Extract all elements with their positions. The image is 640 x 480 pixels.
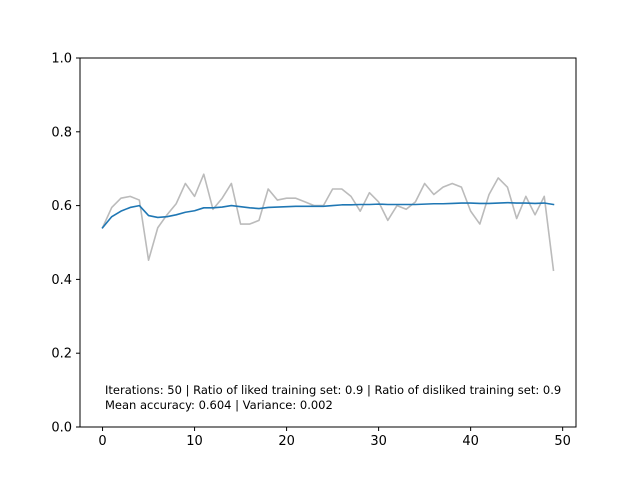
x-tick-label: 50 [554,434,571,449]
x-tick-label: 0 [98,434,106,449]
series-line-1 [101,201,555,229]
x-axis: 0 10 20 30 40 50 [98,427,571,449]
x-tick-label: 40 [462,434,479,449]
y-tick-label: 0.0 [51,421,72,436]
x-tick-label: 30 [370,434,387,449]
annotation-line-2: Mean accuracy: 0.604 | Variance: 0.002 [105,398,333,412]
x-tick-label: 20 [278,434,295,449]
y-tick-label: 1.0 [51,52,72,67]
y-tick-label: 0.4 [51,273,72,288]
y-axis: 0.0 0.2 0.4 0.6 0.8 1.0 [51,52,80,436]
plot-frame [79,57,577,428]
y-tick-label: 0.2 [51,347,72,362]
series-line-0 [101,173,555,272]
y-tick-label: 0.8 [51,125,72,140]
series-layer [101,173,555,272]
annotation-line-1: Iterations: 50 | Ratio of liked training… [105,383,561,397]
x-tick-label: 10 [186,434,203,449]
y-tick-label: 0.6 [51,199,72,214]
